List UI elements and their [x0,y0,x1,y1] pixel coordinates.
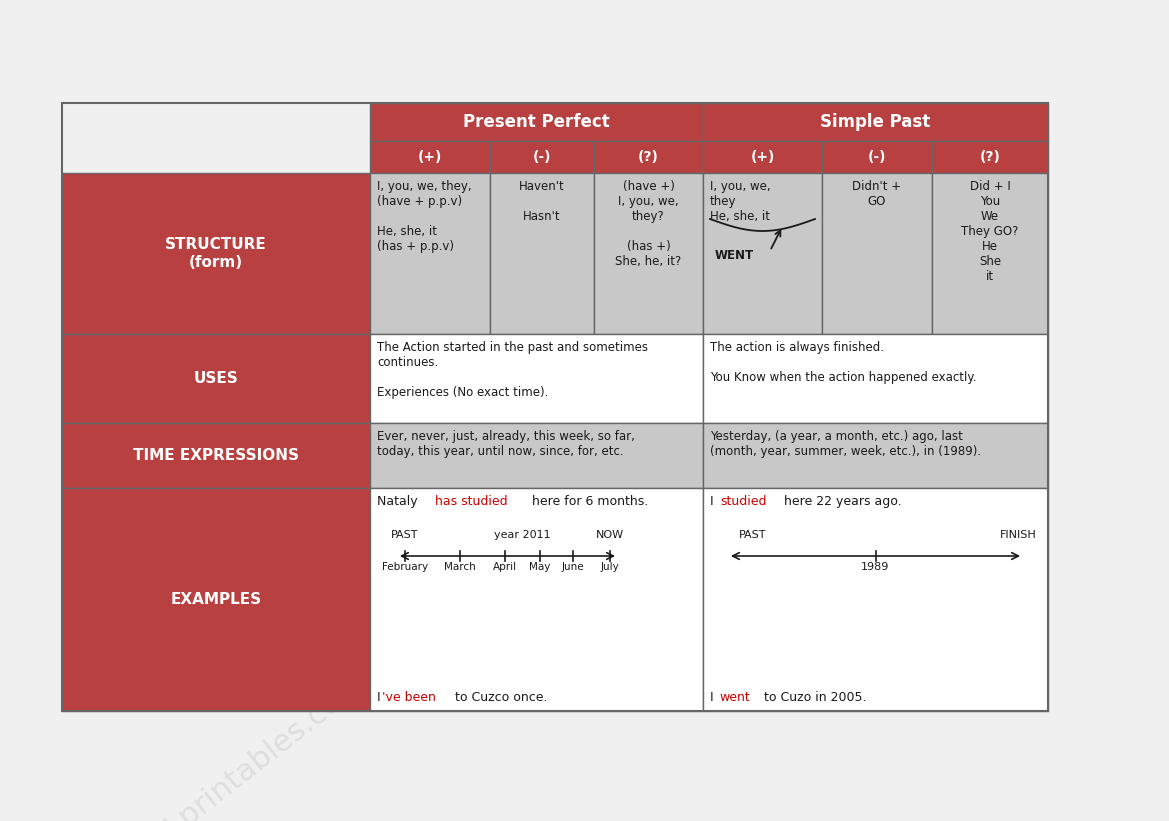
Bar [703,488,1047,711]
Text: (?): (?) [638,150,659,164]
Text: studied: studied [720,495,767,508]
Text: TIME EXPRESSIONS: TIME EXPRESSIONS [133,448,299,463]
Bar [62,103,1047,711]
Bar [371,173,490,334]
Bar [371,103,703,141]
Bar [62,173,371,334]
Text: The action is always finished.

You Know when the action happened exactly.: The action is always finished. You Know … [710,341,976,384]
Text: Haven't

Hasn't: Haven't Hasn't [519,180,565,223]
Text: (have +)
I, you, we,
they?

(has +)
She, he, it?: (have +) I, you, we, they? (has +) She, … [615,180,682,268]
Text: ESLprintables.com: ESLprintables.com [130,667,371,821]
Bar [703,423,1047,488]
Bar [62,488,371,711]
Bar [932,141,1047,173]
Text: EXAMPLES: EXAMPLES [171,592,262,607]
Bar [703,141,822,173]
Text: 1989: 1989 [862,562,890,572]
Text: (-): (-) [867,150,886,164]
Bar [490,173,594,334]
Text: went: went [720,691,750,704]
Text: to Cuzco once.: to Cuzco once. [451,691,548,704]
Text: WENT: WENT [715,249,754,262]
Text: I, you, we, they,
(have + p.p.v)

He, she, it
(has + p.p.v): I, you, we, they, (have + p.p.v) He, she… [376,180,471,253]
Bar [62,423,371,488]
Text: Ever, never, just, already, this week, so far,
today, this year, until now, sinc: Ever, never, just, already, this week, s… [376,430,635,458]
Text: March: March [444,562,476,572]
Bar [703,173,822,334]
Bar [703,103,1047,141]
Text: June: June [561,562,584,572]
Text: Didn't +
GO: Didn't + GO [852,180,901,208]
Text: Simple Past: Simple Past [821,113,931,131]
Text: here for 6 months.: here for 6 months. [528,495,649,508]
Bar [594,173,703,334]
Text: USES: USES [194,371,238,386]
Text: here 22 years ago.: here 22 years ago. [780,495,901,508]
Text: The Action started in the past and sometimes
continues.

Experiences (No exact t: The Action started in the past and somet… [376,341,648,399]
Text: year 2011: year 2011 [494,530,551,540]
Text: I: I [710,691,718,704]
Text: (-): (-) [533,150,552,164]
Text: FINISH: FINISH [999,530,1037,540]
Text: I, you, we,
they
He, she, it: I, you, we, they He, she, it [710,180,770,223]
Bar [371,334,703,423]
Text: 've been: 've been [381,691,436,704]
Text: (?): (?) [980,150,1001,164]
Bar [822,141,932,173]
Text: Nataly: Nataly [376,495,422,508]
Text: (+): (+) [417,150,442,164]
Bar [371,141,490,173]
Bar [594,141,703,173]
Text: February: February [382,562,428,572]
Text: PAST: PAST [739,530,767,540]
Text: Present Perfect: Present Perfect [463,113,610,131]
Text: has studied: has studied [435,495,507,508]
Bar [62,334,371,423]
Text: STRUCTURE
(form): STRUCTURE (form) [165,237,267,270]
Text: NOW: NOW [596,530,624,540]
Text: May: May [530,562,551,572]
Bar [822,173,932,334]
Text: April: April [493,562,517,572]
Bar [490,141,594,173]
Bar [932,173,1047,334]
Text: July: July [601,562,620,572]
Text: PAST: PAST [392,530,419,540]
Bar [371,423,703,488]
Text: (+): (+) [750,150,775,164]
Text: I: I [710,495,718,508]
Bar [703,334,1047,423]
Text: Did + I
You
We
They GO?
He
She
it: Did + I You We They GO? He She it [961,180,1018,283]
Text: I: I [376,691,381,704]
Text: to Cuzo in 2005.: to Cuzo in 2005. [760,691,866,704]
Bar [371,488,703,711]
Text: Yesterday, (a year, a month, etc.) ago, last
(month, year, summer, week, etc.), : Yesterday, (a year, a month, etc.) ago, … [710,430,981,458]
